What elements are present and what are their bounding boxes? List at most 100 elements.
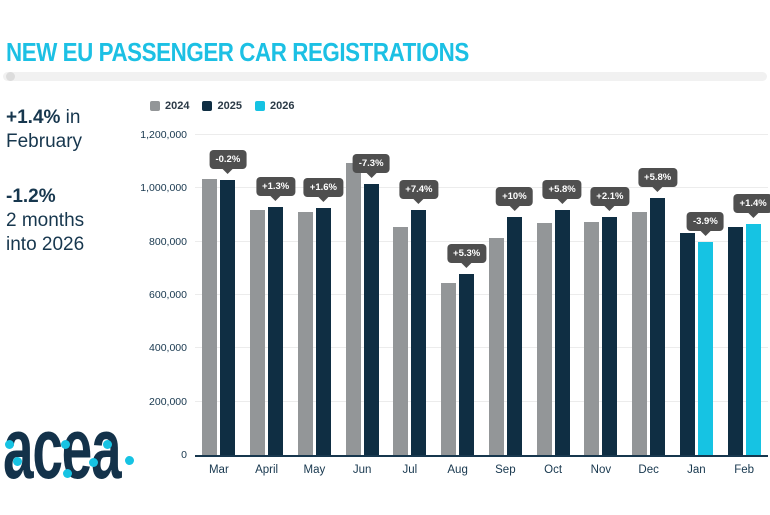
legend-swatch-2026 bbox=[254, 101, 265, 111]
legend-item-2024: 2024 bbox=[150, 100, 189, 112]
legend-label: 2025 bbox=[217, 100, 242, 112]
change-tooltip-jun: -7.3% bbox=[352, 153, 390, 173]
change-tooltip-jan: -3.9% bbox=[686, 211, 724, 231]
x-axis-label: Feb bbox=[734, 464, 755, 476]
summary-stats: +1.4% in February -1.2% 2 months into 20… bbox=[6, 106, 141, 288]
y-axis-label: 0 bbox=[181, 449, 187, 461]
x-axis-label: April bbox=[255, 464, 279, 476]
bar-2024-nov bbox=[584, 222, 600, 455]
bar-group-feb: +1.4% Feb bbox=[720, 135, 770, 476]
stat-period-line2: into 2026 bbox=[6, 234, 85, 255]
bar-2024-aug bbox=[441, 283, 457, 455]
stat-value: -1.2% bbox=[6, 186, 56, 207]
chart-legend: 2024 2025 2026 bbox=[150, 100, 294, 112]
header-divider bbox=[3, 72, 767, 81]
bar-group-april: +1.3% April bbox=[243, 135, 296, 476]
change-tooltip-dec: +5.8% bbox=[638, 167, 678, 187]
y-axis-label: 400,000 bbox=[149, 342, 187, 355]
x-axis-label: Aug bbox=[447, 464, 468, 476]
bar-2025-jun bbox=[363, 184, 379, 455]
bar-2026-jan bbox=[697, 242, 713, 455]
change-tooltip-aug: +5.3% bbox=[447, 243, 487, 263]
bar-2024-jul bbox=[393, 227, 409, 455]
legend-item-2025: 2025 bbox=[202, 100, 242, 112]
gridline bbox=[195, 347, 768, 349]
change-tooltip-jul: +7.4% bbox=[399, 179, 439, 199]
legend-swatch-2025 bbox=[202, 101, 213, 111]
bar-group-oct: +5.8% Oct bbox=[529, 135, 582, 476]
gridline bbox=[195, 294, 768, 295]
logo-accent-dot bbox=[5, 440, 14, 449]
change-tooltip-nov: +2.1% bbox=[590, 186, 630, 206]
stat-period: February bbox=[6, 131, 83, 152]
bar-2024-sep bbox=[488, 238, 504, 455]
logo-accent-dot bbox=[125, 456, 134, 465]
x-axis-label: Jan bbox=[687, 464, 706, 476]
change-tooltip-mar: -0.2% bbox=[209, 149, 247, 169]
change-tooltip-oct: +5.8% bbox=[542, 179, 582, 199]
bar-2024-dec bbox=[632, 212, 648, 455]
bar-2024-mar bbox=[202, 179, 218, 455]
bar-group-jun: -7.3% Jun bbox=[338, 135, 390, 476]
gridline bbox=[195, 240, 768, 242]
bar-2025-aug bbox=[459, 274, 475, 455]
bar-2025-mar bbox=[220, 180, 236, 455]
logo-accent-dot bbox=[61, 440, 70, 449]
page-title: NEW EU PASSENGER CAR REGISTRATIONS bbox=[6, 37, 469, 67]
bar-2025-nov bbox=[602, 217, 618, 455]
logo-accent-dot bbox=[103, 440, 112, 449]
bar-group-nov: +2.1% Nov bbox=[577, 135, 630, 476]
y-axis-label: 800,000 bbox=[149, 235, 187, 248]
bar-group-jan: -3.9% Jan bbox=[673, 135, 724, 476]
stat-period-line1: 2 months bbox=[6, 210, 85, 231]
chart: 0 200,000 400,000 600,000 800,000 1,000,000 1,… bbox=[140, 129, 770, 476]
bar-2025-oct bbox=[554, 210, 570, 455]
bar-2024-jun bbox=[345, 163, 361, 455]
x-axis-label: Sep bbox=[495, 464, 516, 476]
stat-suffix: in bbox=[60, 107, 81, 128]
stat-value: +1.4% bbox=[6, 107, 61, 128]
bar-2025-jan bbox=[679, 233, 695, 455]
bar-group-sep: +10% Sep bbox=[482, 135, 533, 476]
acea-logo: acea bbox=[3, 406, 148, 492]
bar-2025-may bbox=[315, 208, 331, 455]
y-axis-label: 1,200,000 bbox=[140, 129, 187, 141]
x-axis-label: Jul bbox=[402, 464, 418, 476]
change-tooltip-feb: +1.4% bbox=[733, 193, 770, 213]
divider-dot bbox=[6, 72, 15, 81]
bar-2024-may bbox=[297, 212, 313, 455]
y-axis-label: 600,000 bbox=[149, 289, 187, 301]
legend-swatch-2024 bbox=[150, 101, 160, 111]
bar-2025-feb bbox=[727, 227, 743, 455]
bar-2025-dec bbox=[650, 198, 666, 455]
gridline bbox=[195, 134, 768, 135]
y-axis-label: 200,000 bbox=[149, 395, 187, 408]
bar-group-may: +1.6% May bbox=[291, 135, 343, 476]
bar-2024-oct bbox=[536, 223, 552, 455]
gridline bbox=[195, 400, 768, 402]
x-axis-line bbox=[195, 455, 768, 457]
acea-logo-text: acea bbox=[3, 401, 122, 497]
bar-2026-feb bbox=[745, 224, 761, 455]
bar-2024-april bbox=[250, 210, 266, 455]
bar-2025-april bbox=[268, 207, 284, 455]
x-axis-label: Dec bbox=[638, 464, 659, 476]
legend-label: 2026 bbox=[269, 100, 295, 112]
bar-2025-sep bbox=[506, 217, 522, 455]
logo-accent-dot bbox=[63, 469, 72, 478]
x-axis-label: Nov bbox=[590, 464, 612, 476]
bar-2025-jul bbox=[411, 210, 427, 455]
bar-group-mar: -0.2% Mar bbox=[195, 135, 247, 476]
x-axis-label: May bbox=[303, 464, 326, 476]
legend-label: 2024 bbox=[165, 100, 190, 112]
bar-group-jul: +7.4% Jul bbox=[386, 135, 439, 476]
logo-accent-dot bbox=[13, 457, 22, 466]
x-axis-label: Mar bbox=[208, 464, 229, 476]
x-axis-label: Oct bbox=[544, 464, 563, 476]
change-tooltip-sep: +10% bbox=[496, 186, 533, 206]
x-axis-label: Jun bbox=[352, 464, 372, 476]
change-tooltip-april: +1.3% bbox=[256, 176, 296, 196]
bar-group-dec: +5.8% Dec bbox=[625, 135, 678, 476]
y-axis-label: 1,000,000 bbox=[140, 182, 187, 195]
stat-february-change: +1.4% in February bbox=[6, 106, 141, 154]
